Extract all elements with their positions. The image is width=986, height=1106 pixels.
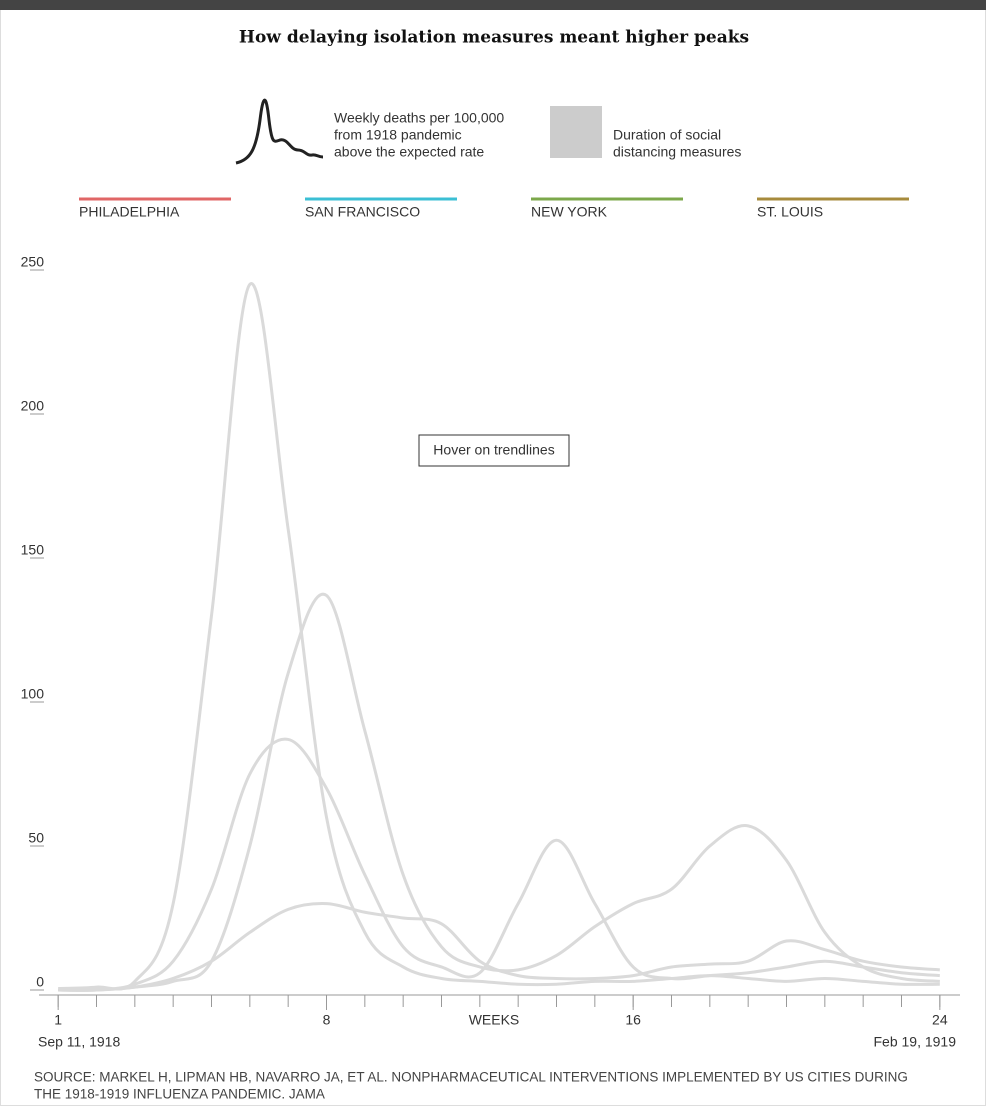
legend-label: NEW YORK	[531, 204, 608, 220]
key-line-icon	[235, 98, 324, 165]
y-tick-label: 0	[36, 974, 44, 990]
hover-note-box	[418, 434, 570, 467]
y-tick-label: 100	[21, 686, 45, 702]
x-start-date: Sep 11, 1918	[38, 1034, 120, 1050]
y-tick-label: 200	[21, 398, 45, 414]
key-line-text: Weekly deaths per 100,000	[334, 110, 504, 126]
x-axis-label: WEEKS	[469, 1012, 520, 1028]
key-line-text: above the expected rate	[334, 144, 484, 160]
y-tick-label: 250	[21, 254, 45, 270]
top-bar	[0, 0, 986, 10]
y-tick-label: 150	[21, 542, 45, 558]
source: SOURCE: MARKEL H, LIPMAN HB, NAVARRO JA,…	[34, 1070, 908, 1085]
x-tick-label: 24	[932, 1012, 948, 1028]
key-area-text: distancing measures	[613, 144, 741, 160]
x-tick-label: 8	[323, 1012, 331, 1028]
key-line-text: from 1918 pandemic	[334, 127, 462, 143]
trend-line	[58, 902, 940, 992]
x-end-date: Feb 19, 1919	[873, 1034, 956, 1050]
legend-label: PHILADELPHIA	[79, 204, 180, 220]
legend-label: ST. LOUIS	[757, 204, 823, 220]
trend-line	[58, 592, 940, 992]
x-tick-label: 1	[54, 1012, 62, 1028]
hover-note: Hover on trendlines	[433, 442, 554, 458]
trend-line	[58, 282, 940, 991]
source: THE 1918-1919 INFLUENZA PANDEMIC. JAMA	[34, 1087, 325, 1102]
legend-label: SAN FRANCISCO	[305, 204, 420, 220]
chart-title: How delaying isolation measures meant hi…	[239, 28, 749, 48]
trend-line	[58, 737, 940, 992]
x-tick-label: 16	[625, 1012, 641, 1028]
key-area-icon	[550, 106, 602, 158]
y-tick-label: 50	[28, 830, 44, 846]
key-area-text: Duration of social	[613, 127, 721, 143]
